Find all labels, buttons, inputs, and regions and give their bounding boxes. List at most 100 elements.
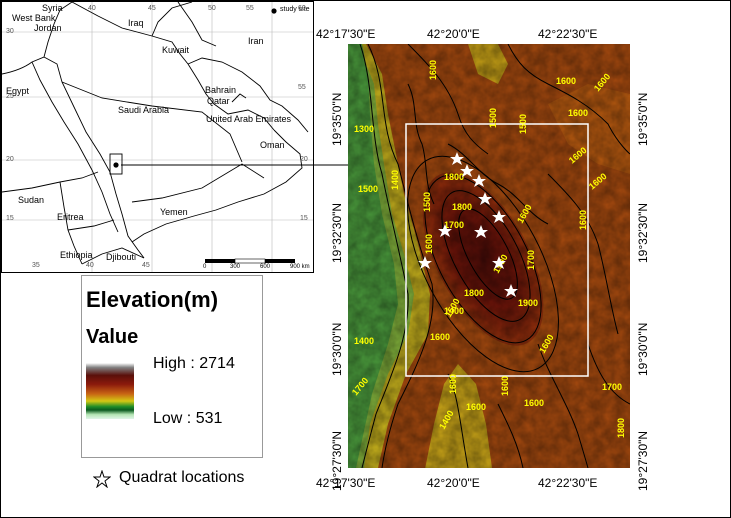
contour-label: 1700 <box>602 382 622 392</box>
star-icon <box>474 225 488 238</box>
lon-tick-40-bottom: 40 <box>86 262 94 269</box>
contour-label: 1500 <box>358 184 378 194</box>
contour-label: 1600 <box>424 234 434 254</box>
contour-label: 1600 <box>430 332 450 342</box>
dem-texture <box>348 44 630 468</box>
label-west-bank: West Bank <box>12 13 56 23</box>
star-icon <box>492 256 506 269</box>
lon-tick-35-bottom: 35 <box>32 262 40 269</box>
contour-label: 1600 <box>448 374 458 394</box>
label-iran: Iran <box>248 36 264 46</box>
scalebar-seg-1 <box>205 259 235 263</box>
label-saudi-arabia: Saudi Arabia <box>118 105 170 115</box>
legend-study-site: study site <box>280 6 310 13</box>
contour-label: 1400 <box>444 306 464 316</box>
star-icon <box>438 224 452 237</box>
lat-tick-right-55: 55 <box>298 84 306 91</box>
star-icon <box>492 210 506 223</box>
contour-label: 1900 <box>518 298 538 308</box>
star-icon <box>504 284 518 297</box>
quadrat-stars <box>418 152 518 297</box>
contour-label: 1600 <box>500 376 510 396</box>
label-yemen: Yemen <box>160 207 188 217</box>
elevation-color-ramp <box>86 363 134 419</box>
legend-high-label: High : 2714 <box>153 355 235 372</box>
contour-label: 1300 <box>354 124 374 134</box>
contour-label: 1800 <box>464 288 484 298</box>
lat-tick-15: 15 <box>6 215 14 222</box>
top-lon-1: 42°17'30"E <box>316 27 376 41</box>
star-icon <box>450 152 464 165</box>
study-site-box <box>109 153 123 175</box>
elevation-map: 1600 1600 1500 1500 1300 1600 1600 1600 … <box>348 44 630 468</box>
label-egypt: Egypt <box>6 86 30 96</box>
left-lat-1: 19°35'0"N <box>330 92 344 146</box>
lat-tick-15-right: 15 <box>300 215 308 222</box>
top-lon-3: 42°22'30"E <box>538 27 598 41</box>
locator-map: Syria West Bank Jordan Iraq Iran Kuwait … <box>1 1 314 273</box>
contour-label: 1500 <box>422 192 432 212</box>
contour-label: 1500 <box>488 108 498 128</box>
label-qatar: Qatar <box>207 96 230 106</box>
legend-panel: Elevation(m) Value High : 2714 Low : 531 <box>81 275 263 458</box>
quadrat-legend-label: Quadrat locations <box>119 469 245 486</box>
country-borders <box>2 2 309 265</box>
lat-tick-30: 30 <box>6 28 14 35</box>
contour-label: 1600 <box>524 398 544 408</box>
bottom-lon-3: 42°22'30"E <box>538 476 598 490</box>
right-lat-2: 19°32'30"N <box>636 202 650 263</box>
lat-tick-25: 25 <box>6 93 14 100</box>
scalebar-300: 300 <box>230 264 241 270</box>
legend-low-label: Low : 531 <box>153 410 223 427</box>
label-sudan: Sudan <box>18 195 45 205</box>
bottom-lon-2: 42°20'0"E <box>427 476 480 490</box>
label-uae: United Arab Emirates <box>206 114 292 124</box>
label-eritrea: Eritrea <box>57 212 84 222</box>
star-icon <box>460 164 474 177</box>
contour-label: 1400 <box>390 170 400 190</box>
scalebar-seg-3 <box>265 259 295 263</box>
lon-tick-45-bottom: 45 <box>142 262 150 269</box>
star-icon <box>472 174 486 187</box>
left-lat-3: 19°30'0"N <box>330 322 344 376</box>
legend-title: Elevation(m) <box>86 287 219 312</box>
label-oman: Oman <box>260 140 285 150</box>
label-bahrain: Bahrain <box>205 85 237 95</box>
label-kuwait: Kuwait <box>162 45 190 55</box>
contour-label: 1600 <box>428 60 438 80</box>
scalebar-900km: 900 km <box>290 264 310 270</box>
right-lat-1: 19°35'0"N <box>636 92 650 146</box>
label-syria: Syria <box>42 3 63 13</box>
star-icon <box>478 192 492 205</box>
scalebar-600: 600 <box>260 264 271 270</box>
label-iraq: Iraq <box>128 18 144 28</box>
lon-tick-60: 60 <box>298 5 306 12</box>
lon-tick-55: 55 <box>246 5 254 12</box>
contour-label: 1600 <box>568 108 588 118</box>
contour-label: 1400 <box>354 336 374 346</box>
study-site-marker <box>113 162 119 168</box>
contour-label: 1800 <box>444 172 464 182</box>
contour-label: 1500 <box>518 114 528 134</box>
star-outline-icon <box>93 470 111 488</box>
locator-map-svg <box>2 2 313 272</box>
scalebar-0: 0 <box>203 264 207 270</box>
contour-label: 1800 <box>452 202 472 212</box>
left-lat-2: 19°32'30"N <box>330 202 344 263</box>
contour-label: 1600 <box>466 402 486 412</box>
left-lat-4: 19°27'30"N <box>330 430 344 491</box>
label-ethiopia: Ethiopia <box>60 250 93 260</box>
elevation-map-svg: 1600 1600 1500 1500 1300 1600 1600 1600 … <box>348 44 630 468</box>
graticule <box>2 2 313 272</box>
bottom-lon-1: 42°17'30"E <box>316 476 376 490</box>
star-icon <box>418 256 432 269</box>
lat-tick-20-right: 20 <box>300 156 308 163</box>
contour-label: 1700 <box>444 220 464 230</box>
lon-tick-45: 45 <box>148 5 156 12</box>
label-jordan: Jordan <box>34 23 62 33</box>
top-lon-2: 42°20'0"E <box>427 27 480 41</box>
right-lat-3: 19°30'0"N <box>636 322 650 376</box>
study-area-box <box>405 123 589 377</box>
lon-tick-50: 50 <box>208 5 216 12</box>
legend-value-label: Value <box>86 326 139 348</box>
